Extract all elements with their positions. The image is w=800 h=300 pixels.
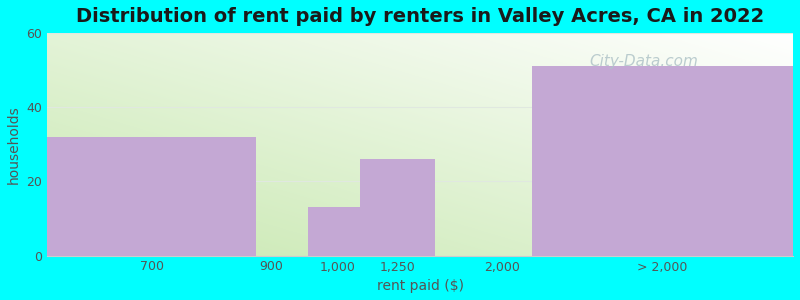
Bar xyxy=(532,66,793,256)
Bar xyxy=(47,137,256,256)
Title: Distribution of rent paid by renters in Valley Acres, CA in 2022: Distribution of rent paid by renters in … xyxy=(76,7,764,26)
Y-axis label: households: households xyxy=(7,105,21,184)
Bar xyxy=(308,207,361,256)
X-axis label: rent paid ($): rent paid ($) xyxy=(377,279,464,293)
Bar xyxy=(361,159,435,256)
Text: City-Data.com: City-Data.com xyxy=(590,55,698,70)
